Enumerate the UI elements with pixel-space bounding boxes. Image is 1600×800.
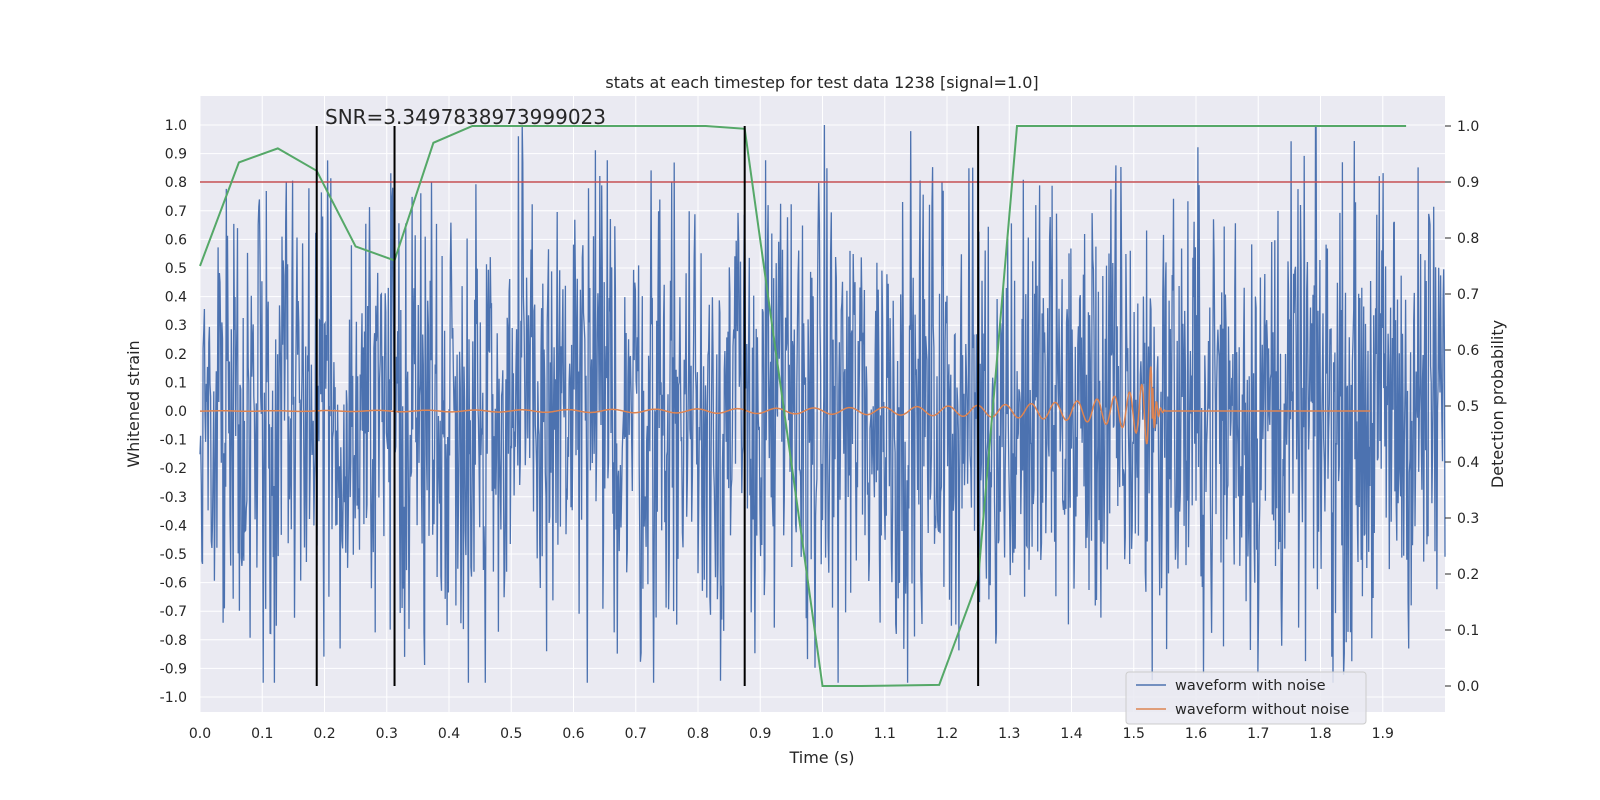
x-tick-label: 1.3 xyxy=(998,726,1020,742)
y-left-tick-label: -0.5 xyxy=(160,547,187,563)
series-detection-probability xyxy=(199,125,1407,687)
x-tick-label: 1.0 xyxy=(811,726,833,742)
legend-label-clean: waveform without noise xyxy=(1175,702,1349,718)
y-left-tick-label: 0.8 xyxy=(165,175,187,191)
legend-label-noise: waveform with noise xyxy=(1175,678,1326,694)
y-left-tick-label: -0.4 xyxy=(160,518,187,534)
x-tick-label: 1.6 xyxy=(1185,726,1207,742)
y-axis-left-label: Whitened strain xyxy=(124,340,143,467)
y-right-tick-label: 0.8 xyxy=(1457,231,1479,247)
x-tick-label: 0.7 xyxy=(625,726,647,742)
y-left-tick-label: 0.3 xyxy=(165,318,187,334)
y-axis-right-label: Detection probability xyxy=(1488,320,1507,488)
y-left-tick-label: -0.3 xyxy=(160,490,187,506)
chart-title: stats at each timestep for test data 123… xyxy=(605,73,1038,92)
y-left-tick-label: -0.7 xyxy=(160,604,187,620)
x-tick-label: 1.5 xyxy=(1123,726,1145,742)
x-axis-label: Time (s) xyxy=(788,748,854,767)
noise-waveform-line xyxy=(199,124,1446,683)
x-axis-ticks: 0.0 0.1 0.2 0.3 0.4 0.5 0.6 0.7 0.8 0.9 1.0 1.1 1.2 1… xyxy=(189,726,1394,742)
x-tick-label: 1.9 xyxy=(1372,726,1394,742)
grid xyxy=(199,96,1445,712)
y-left-tick-label: 0.9 xyxy=(165,147,187,163)
x-tick-label: 1.2 xyxy=(936,726,958,742)
legend: waveform with noise waveform without noi… xyxy=(1125,671,1367,725)
y-right-tick-label: 0.9 xyxy=(1457,175,1479,191)
y-right-tick-label: 0.0 xyxy=(1457,679,1479,695)
x-tick-label: 1.1 xyxy=(874,726,896,742)
x-tick-label: 0.4 xyxy=(438,726,460,742)
event-markers xyxy=(315,126,980,686)
y-axis-right-ticks: 1.0 0.9 0.8 0.7 0.6 0.5 0.4 0.3 0.2 0.1 0.0 xyxy=(1445,119,1479,695)
x-tick-label: 0.1 xyxy=(251,726,273,742)
series-waveform-with-noise xyxy=(199,124,1446,683)
y-axis-left-ticks: 1.0 0.9 0.8 0.7 0.6 0.5 0.4 0.3 0.2 0.1 0.0 -0.1 -0.… xyxy=(160,118,187,706)
snr-annotation: SNR=3.3497838973999023 xyxy=(325,105,606,129)
y-left-tick-label: -0.2 xyxy=(160,461,187,477)
y-right-tick-label: 0.2 xyxy=(1457,567,1479,583)
x-tick-label: 0.9 xyxy=(749,726,771,742)
y-left-tick-label: 0.7 xyxy=(165,204,187,220)
y-left-tick-label: 0.4 xyxy=(165,290,187,306)
y-left-tick-label: -1.0 xyxy=(160,690,187,706)
x-tick-label: 1.8 xyxy=(1309,726,1331,742)
y-left-tick-label: 1.0 xyxy=(165,118,187,134)
y-left-tick-label: -0.6 xyxy=(160,576,187,592)
y-left-tick-label: -0.1 xyxy=(160,433,187,449)
x-tick-label: 1.4 xyxy=(1060,726,1082,742)
y-right-tick-label: 0.7 xyxy=(1457,287,1479,303)
x-tick-label: 0.3 xyxy=(376,726,398,742)
y-right-tick-label: 0.5 xyxy=(1457,399,1479,415)
y-right-tick-label: 0.3 xyxy=(1457,511,1479,527)
y-left-tick-label: -0.9 xyxy=(160,661,187,677)
x-tick-label: 0.0 xyxy=(189,726,211,742)
y-left-tick-label: 0.5 xyxy=(165,261,187,277)
legend-box xyxy=(1125,671,1367,725)
y-left-tick-label: 0.1 xyxy=(165,375,187,391)
y-left-tick-label: 0.0 xyxy=(165,404,187,420)
y-right-tick-label: 0.1 xyxy=(1457,623,1479,639)
x-tick-label: 0.2 xyxy=(313,726,335,742)
probability-line xyxy=(199,125,1407,687)
x-tick-label: 0.8 xyxy=(687,726,709,742)
y-left-tick-label: -0.8 xyxy=(160,633,187,649)
y-left-tick-label: 0.6 xyxy=(165,232,187,248)
y-right-tick-label: 1.0 xyxy=(1457,119,1479,135)
y-left-tick-label: 0.2 xyxy=(165,347,187,363)
x-tick-label: 0.5 xyxy=(500,726,522,742)
y-right-tick-label: 0.6 xyxy=(1457,343,1479,359)
y-right-tick-label: 0.4 xyxy=(1457,455,1479,471)
x-tick-label: 0.6 xyxy=(562,726,584,742)
x-tick-label: 1.7 xyxy=(1247,726,1269,742)
